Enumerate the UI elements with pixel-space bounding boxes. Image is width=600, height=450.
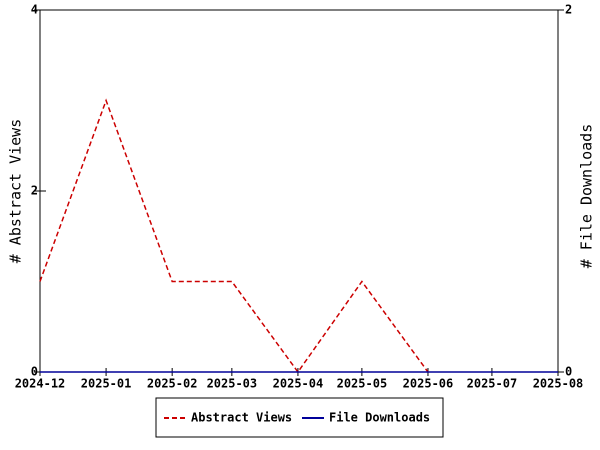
y2-tick-label: 2 [565,3,572,17]
y2-axis-label: # File Downloads [578,124,596,269]
x-tick-label: 2025-07 [467,377,518,391]
y-tick-label: 4 [31,3,38,17]
y2-tick-label: 0 [565,365,572,379]
legend-box [155,397,444,438]
x-tick-label: 2025-08 [533,377,584,391]
data-line [39,98,429,374]
y-tick-label: 2 [31,184,38,198]
legend-label: Abstract Views [191,411,292,425]
x-tick-label: 2025-05 [337,377,388,391]
x-tick-label: 2025-01 [81,377,132,391]
y-axis-label: # Abstract Views [7,119,25,264]
x-tick-label: 2025-03 [207,377,258,391]
x-tick-label: 2025-02 [147,377,198,391]
y-tick-label: 0 [31,365,38,379]
x-tick-label: 2024-12 [15,377,66,391]
x-tick-label: 2025-04 [273,377,324,391]
plot-frame [39,9,559,373]
x-tick-label: 2025-06 [403,377,454,391]
legend-label: File Downloads [329,411,430,425]
